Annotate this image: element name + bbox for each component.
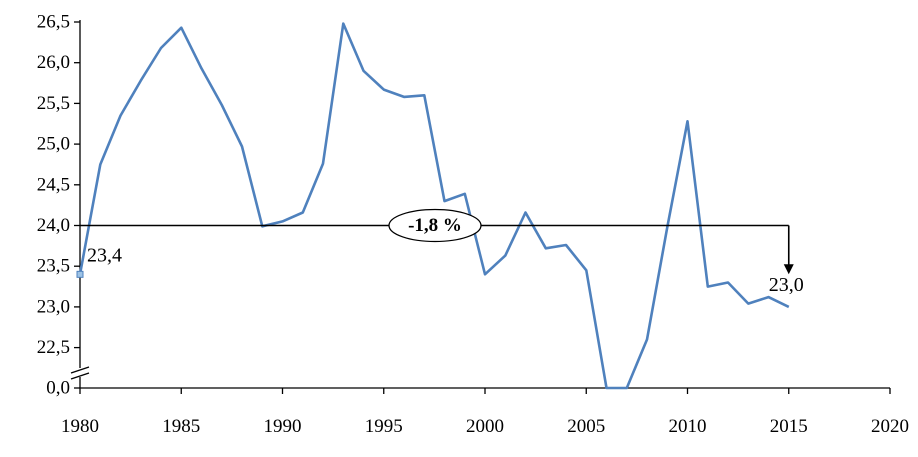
x-axis-ticks: 1980 1985 1990 1995 2000 2005 2010 2015 2020 <box>61 388 909 437</box>
series-group <box>76 22 790 390</box>
x-tick-label: 2020 <box>871 416 909 437</box>
y-tick-label: 25,0 <box>37 134 70 155</box>
start-point-marker <box>76 270 84 278</box>
y-tick-label: 0,0 <box>46 378 70 399</box>
change-label-ellipse <box>388 208 482 243</box>
change-arrow-head <box>783 264 794 275</box>
y-tick-label: 24,5 <box>37 174 70 195</box>
x-tick-label: 2000 <box>466 416 504 437</box>
y-tick-label: 24,0 <box>37 215 70 236</box>
y-tick-label: 26,5 <box>37 12 70 33</box>
x-tick-label: 1985 <box>162 416 200 437</box>
start-value-label: 23,4 <box>87 244 122 266</box>
x-tick-label: 1990 <box>264 416 302 437</box>
y-tick-label: 26,0 <box>37 52 70 73</box>
y-tick-label: 23,5 <box>37 256 70 277</box>
x-tick-label: 1980 <box>61 416 99 437</box>
annotation-group: -1,8 % 23,4 23,0 <box>80 208 804 296</box>
chart-axes <box>70 20 890 389</box>
series-line <box>78 22 790 390</box>
change-label: -1,8 % <box>408 215 462 236</box>
y-tick-label: 23,0 <box>37 296 70 317</box>
y-tick-label: 25,5 <box>37 93 70 114</box>
x-tick-label: 2015 <box>770 416 808 437</box>
x-tick-label: 2010 <box>669 416 707 437</box>
end-value-label: 23,0 <box>769 274 804 296</box>
y-axis-ticks: 0,0 22,5 23,0 23,5 24,0 24,5 25,0 25,5 26,0 26,5 <box>37 12 80 399</box>
y-axis-break-mark <box>70 366 90 380</box>
x-tick-label: 2005 <box>567 416 605 437</box>
x-tick-label: 1995 <box>365 416 403 437</box>
y-tick-label: 22,5 <box>37 337 70 358</box>
